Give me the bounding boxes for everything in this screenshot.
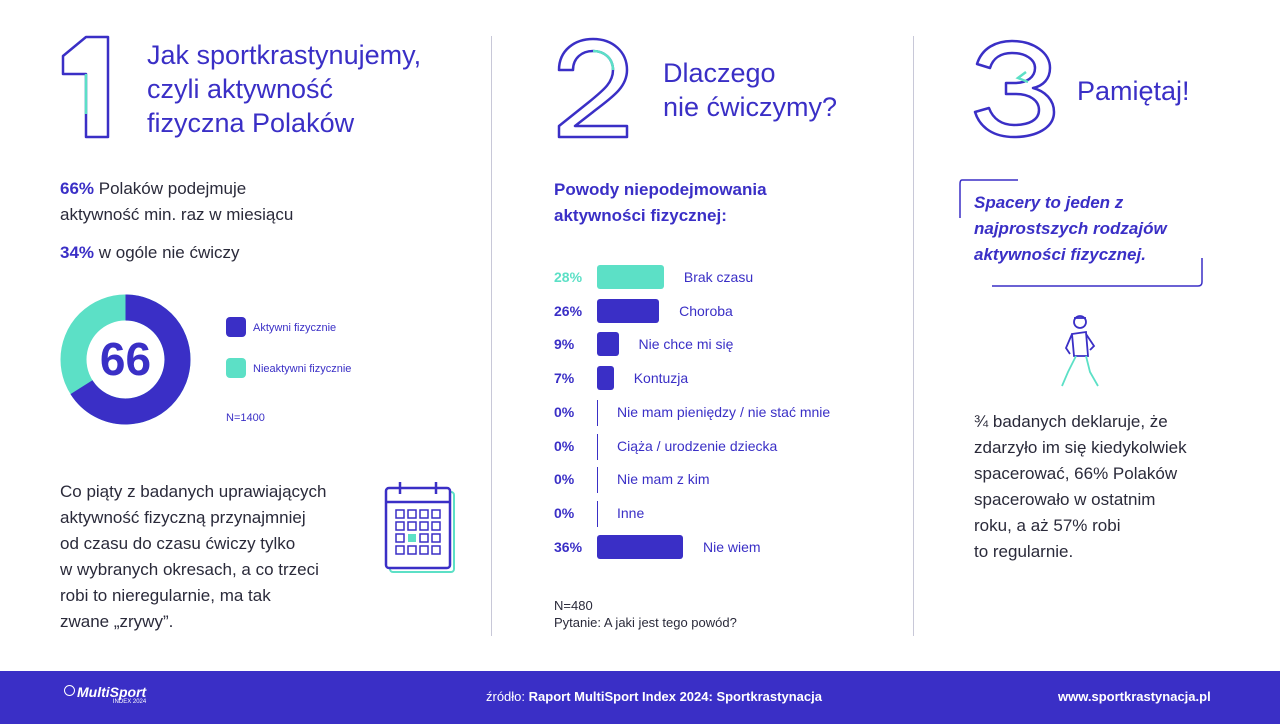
source-prefix: źródło:	[486, 689, 529, 704]
paragraph-line: zdarzyło im się kiedykolwiek	[974, 438, 1187, 457]
multisport-logo[interactable]: MultiSport INDEX 2024	[64, 684, 146, 705]
donut-center-label: 66	[99, 333, 152, 385]
col2-question: Pytanie: A jaki jest tego powód?	[554, 615, 737, 630]
quote-line: Spacery to jeden z	[974, 193, 1124, 212]
bar-value-label: 36%	[554, 538, 583, 555]
bar-value-label: 26%	[554, 302, 583, 319]
col1-title-line: fizyczna Polaków	[147, 108, 355, 138]
bar-mark	[597, 265, 664, 289]
bar-mark	[597, 399, 598, 426]
quote-line: aktywności fizycznej.	[974, 245, 1146, 264]
col1-title-line: czyli aktywność	[147, 74, 334, 104]
footer: MultiSport INDEX 2024 źródło: Raport Mul…	[0, 671, 1280, 724]
paragraph-line: ¾ badanych deklaruje, że	[974, 412, 1168, 431]
donut-segment-active	[60, 294, 191, 425]
paragraph-line: Co piąty z badanych uprawiających	[60, 482, 327, 501]
stat-active-pct: 66%	[60, 179, 95, 198]
bar-mark	[597, 332, 619, 357]
bar-mark	[597, 500, 598, 527]
bar-value-label: 0%	[554, 471, 575, 488]
bar-category-label: Nie mam pieniędzy / nie stać mnie	[617, 403, 831, 420]
legend-label-active: Aktywni fizycznie	[253, 322, 337, 334]
paragraph-line: spacerować, 66% Polaków	[974, 464, 1178, 483]
paragraph-line: to regularnie.	[974, 542, 1074, 561]
paragraph-line: roku, a aż 57% robi	[974, 516, 1121, 535]
paragraph-line: zwane „zrywy”.	[60, 612, 174, 631]
paragraph-line: w wybranych okresach, a co trzeci	[60, 560, 319, 579]
legend-swatch-active	[226, 317, 246, 337]
col3-title: Pamiętaj!	[1077, 76, 1190, 106]
logo-mark-icon	[64, 685, 75, 696]
paragraph-line: robi to nieregularnie, ma tak	[60, 586, 271, 605]
logo-subtext: INDEX 2024	[112, 699, 147, 705]
legend-label-inactive: Nieaktywni fizycznie	[253, 363, 352, 375]
bar-mark	[597, 467, 598, 494]
stat-inactive-pct: 34%	[60, 243, 95, 262]
bar-value-label: 28%	[554, 269, 583, 285]
col2-title-line: nie ćwiczymy?	[663, 92, 838, 122]
source-note: źródło: Raport MultiSport Index 2024: Sp…	[486, 689, 822, 704]
bar-value-label: 9%	[554, 336, 575, 353]
calendar-icon	[384, 482, 456, 574]
col2-title: Dlaczego nie ćwiczymy?	[663, 56, 837, 124]
number-one-outline	[61, 35, 110, 139]
paragraph-line: aktywność fizyczną przynajmniej	[60, 508, 306, 527]
stat-active-text-line2: aktywność min. raz w miesiącu	[60, 205, 294, 224]
bar-mark	[597, 433, 598, 460]
bar-mark	[597, 298, 660, 323]
col2-footnote: N=480 Pytanie: A jaki jest tego powód?	[554, 597, 737, 631]
bar-category-label: Inne	[617, 504, 645, 521]
quote-box: Spacery to jeden z najprostszych rodzajó…	[958, 178, 1204, 288]
col1-n-label: N=1400	[226, 412, 265, 424]
bar-mark	[597, 366, 614, 391]
divider-1	[491, 36, 492, 636]
paragraph-line: spacerowało w ostatnim	[974, 490, 1156, 509]
legend-swatch-inactive	[226, 358, 246, 378]
bar-category-label: Kontuzja	[633, 370, 689, 387]
col1-title-line: Jak sportkrastynujemy,	[147, 40, 422, 70]
stat-active: 66% Polaków podejmuje aktywność min. raz…	[60, 176, 293, 228]
source-title: Raport MultiSport Index 2024: Sportkrast…	[528, 689, 822, 704]
bar-category-label: Brak czasu	[683, 269, 754, 285]
donut-chart: 66	[60, 294, 191, 425]
chart-title-line: aktywności fizycznej:	[554, 206, 727, 225]
bar-category-label: Choroba	[679, 302, 733, 319]
walking-person-icon	[1056, 310, 1102, 390]
col2-n-label: N=480	[554, 598, 593, 613]
bar-mark	[597, 534, 683, 559]
quote-line: najprostszych rodzajów	[974, 219, 1167, 238]
stat-active-text: Polaków podejmuje	[94, 179, 247, 198]
bar-category-label: Nie wiem	[703, 538, 761, 555]
bar-value-label: 7%	[554, 370, 575, 387]
chart-title: Powody niepodejmowania aktywności fizycz…	[554, 177, 767, 229]
col3-paragraph: ¾ badanych deklaruje, że zdarzyło im się…	[974, 409, 1187, 565]
bar-category-label: Ciąża / urodzenie dziecka	[617, 437, 778, 454]
chart-title-line: Powody niepodejmowania	[554, 180, 767, 199]
website-link[interactable]: www.sportkrastynacja.pl	[1058, 689, 1211, 704]
logo-text: MultiSport	[77, 684, 147, 700]
bar-value-label: 0%	[554, 403, 575, 420]
bar-value-label: 0%	[554, 504, 575, 521]
stat-inactive-text: w ogóle nie ćwiczy	[94, 243, 240, 262]
big-number-2	[553, 36, 633, 140]
divider-2	[913, 36, 914, 636]
paragraph-line: od czasu do czasu ćwiczy tylko	[60, 534, 296, 553]
quote-text: Spacery to jeden z najprostszych rodzajó…	[974, 190, 1167, 268]
bar-category-label: Nie mam z kim	[617, 471, 710, 488]
col2-title-line: Dlaczego	[663, 58, 776, 88]
big-number-3	[972, 38, 1060, 140]
bar-category-label: Nie chce mi się	[638, 336, 734, 353]
bar-value-label: 0%	[554, 437, 575, 454]
col1-title: Jak sportkrastynujemy, czyli aktywność f…	[147, 38, 421, 140]
col1-paragraph: Co piąty z badanych uprawiających aktywn…	[60, 479, 326, 635]
big-number-1	[58, 34, 114, 142]
stat-inactive: 34% w ogóle nie ćwiczy	[60, 240, 240, 266]
